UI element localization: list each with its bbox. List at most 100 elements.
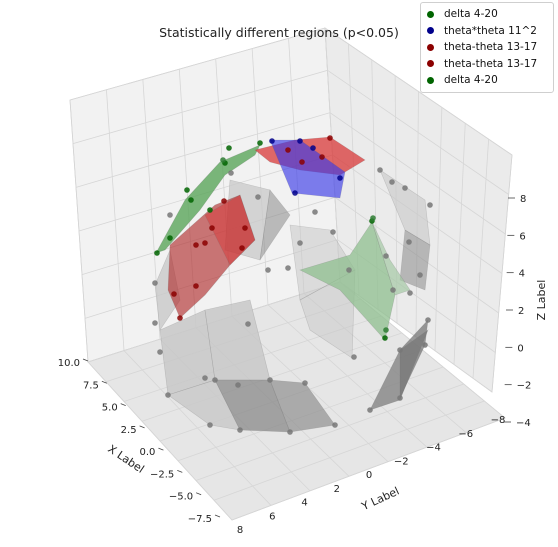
data-point: [152, 320, 158, 326]
legend-marker: [427, 60, 434, 68]
data-point: [245, 321, 251, 327]
z-tick-label: 0: [517, 343, 523, 354]
data-point: [406, 239, 412, 245]
surface-patch: [155, 144, 261, 254]
data-point: [337, 175, 343, 181]
data-point: [154, 250, 160, 256]
data-point: [297, 138, 303, 144]
data-point: [425, 317, 431, 323]
data-point: [332, 422, 338, 428]
legend-label: delta 4-20: [444, 74, 498, 87]
data-point: [351, 354, 357, 360]
z-tick-label: 6: [519, 231, 525, 242]
data-point: [237, 427, 243, 433]
ticks: 10.07.5 5.02.50.0 −2.5 −5.0 −7.5 8 6 4 2 0 −2 −4 −6 −…: [58, 194, 532, 536]
surfaces: [154, 136, 431, 433]
data-point: [299, 159, 305, 165]
legend-entry: theta*theta 11^2: [427, 23, 549, 40]
data-point: [389, 179, 395, 185]
y-tick-label: −6: [458, 429, 473, 440]
z-tick-label: −2: [517, 381, 532, 392]
data-point: [209, 225, 215, 231]
data-point: [417, 272, 423, 278]
y-tick-label: −2: [394, 456, 409, 467]
chart-title: Statistically different regions (p<0.05): [159, 25, 399, 40]
data-point: [292, 190, 298, 196]
z-tick-label: −4: [516, 418, 531, 429]
data-point: [367, 407, 373, 413]
data-point: [383, 327, 389, 333]
legend-entry: theta-theta 13-17: [427, 39, 549, 56]
x-tick-mark: [195, 492, 202, 496]
data-point: [402, 185, 408, 191]
data-point: [265, 267, 271, 273]
x-tick-label: 5.0: [102, 403, 118, 414]
y-grid-line: [491, 154, 513, 393]
legend-entry: delta 4-20: [427, 72, 549, 89]
data-point: [167, 235, 173, 241]
data-point: [346, 267, 352, 273]
surface-patch: [269, 139, 346, 199]
legend-label: theta-theta 13-17: [444, 41, 538, 54]
data-point: [287, 429, 293, 435]
y-tick-label: 4: [301, 498, 307, 509]
legend: delta 4-20 theta*theta 11^2 theta-theta 13…: [420, 2, 554, 93]
surface-patch: [259, 189, 291, 261]
data-points: [152, 135, 433, 435]
x-tick-label: 7.5: [83, 380, 99, 391]
y-tick-label: −4: [426, 443, 441, 454]
legend-label: theta-theta 13-17: [444, 57, 538, 70]
legend-marker: [427, 10, 434, 18]
data-point: [319, 154, 325, 160]
z-tick-label: 8: [520, 194, 526, 205]
data-point: [207, 422, 213, 428]
legend-marker: [427, 43, 434, 51]
x-tick-mark: [82, 358, 89, 362]
data-point: [255, 194, 261, 200]
data-point: [228, 170, 234, 176]
y-axis-label: Y Label: [359, 485, 402, 514]
x-tick-mark: [158, 447, 164, 451]
data-point: [226, 145, 232, 151]
y-grid-line: [434, 107, 443, 351]
data-point: [327, 135, 333, 141]
data-point: [312, 209, 318, 215]
data-point: [220, 157, 226, 163]
surface-patch: [371, 221, 411, 296]
legend-entry: theta-theta 13-17: [427, 56, 549, 73]
data-point: [382, 335, 388, 341]
data-point: [212, 377, 218, 383]
data-point: [370, 215, 376, 221]
data-point: [167, 212, 173, 218]
data-point: [407, 290, 413, 296]
data-point: [377, 167, 383, 173]
data-point: [165, 392, 171, 398]
x-tick-mark: [139, 425, 145, 429]
legend-label: theta*theta 11^2: [444, 24, 537, 37]
data-point: [221, 198, 227, 204]
z-axis-label: Z Label: [535, 280, 548, 321]
data-point: [285, 265, 291, 271]
data-point: [193, 283, 199, 289]
data-point: [242, 225, 248, 231]
data-point: [285, 147, 291, 153]
legend-entry: delta 4-20: [427, 6, 549, 23]
data-point: [330, 229, 336, 235]
y-tick-label: −8: [491, 415, 506, 426]
x-tick-label: 10.0: [58, 358, 80, 369]
x-tick-label: −2.5: [150, 469, 174, 480]
data-point: [397, 347, 403, 353]
x-tick-mark: [214, 514, 221, 518]
y-tick-label: 2: [334, 484, 340, 495]
data-point: [267, 377, 273, 383]
x-tick-label: −5.0: [169, 492, 193, 503]
data-point: [207, 207, 213, 213]
data-point: [171, 291, 177, 297]
x-tick-label: 0.0: [140, 447, 156, 458]
data-point: [177, 315, 183, 321]
data-point: [302, 380, 308, 386]
x-tick-label: −7.5: [188, 514, 212, 525]
data-point: [157, 349, 163, 355]
